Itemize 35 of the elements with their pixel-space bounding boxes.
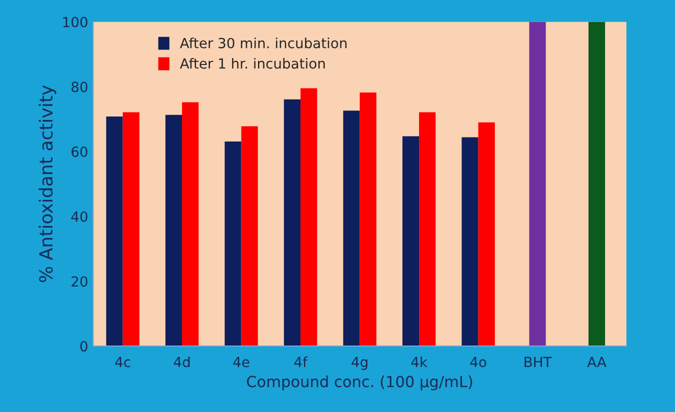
x-axis-title: Compound conc. (100 µg/mL) bbox=[246, 375, 472, 390]
bar bbox=[284, 99, 301, 346]
bar bbox=[419, 112, 436, 346]
x-tick-label: 4o bbox=[470, 356, 486, 368]
y-tick-label: 80 bbox=[72, 82, 88, 92]
bar bbox=[106, 116, 123, 346]
bar bbox=[529, 22, 546, 346]
x-tick-label: AA bbox=[587, 356, 606, 368]
bar bbox=[478, 122, 495, 346]
bar bbox=[300, 88, 318, 346]
y-tick-label: 20 bbox=[72, 276, 88, 287]
y-tick-label: 40 bbox=[71, 211, 88, 222]
x-tick-label: 4c bbox=[115, 356, 130, 368]
y-tick-label: 60 bbox=[72, 146, 88, 158]
bar bbox=[182, 102, 199, 346]
x-tick-label: 4f bbox=[294, 356, 308, 368]
legend-label: After 1 hr. incubation bbox=[180, 58, 325, 69]
bar bbox=[241, 126, 258, 346]
bar bbox=[224, 141, 242, 346]
bar bbox=[343, 110, 360, 346]
bar bbox=[165, 114, 182, 346]
bar bbox=[122, 112, 140, 346]
x-tick-label: 4e bbox=[233, 356, 250, 368]
bar bbox=[588, 22, 606, 346]
bar bbox=[402, 136, 420, 346]
bar bbox=[462, 137, 478, 346]
legend-label: After 30 min. incubation bbox=[180, 38, 347, 48]
bar bbox=[360, 92, 376, 346]
y-tick-label: 0 bbox=[80, 341, 88, 352]
y-axis-title: % Antioxidant activity bbox=[38, 85, 56, 282]
x-tick-label: 4d bbox=[174, 356, 190, 368]
x-tick-label: 4k bbox=[411, 356, 428, 368]
y-tick-label: 100 bbox=[63, 16, 88, 28]
x-tick-label: BHT bbox=[524, 356, 552, 368]
x-tick-label: 4g bbox=[352, 356, 368, 370]
